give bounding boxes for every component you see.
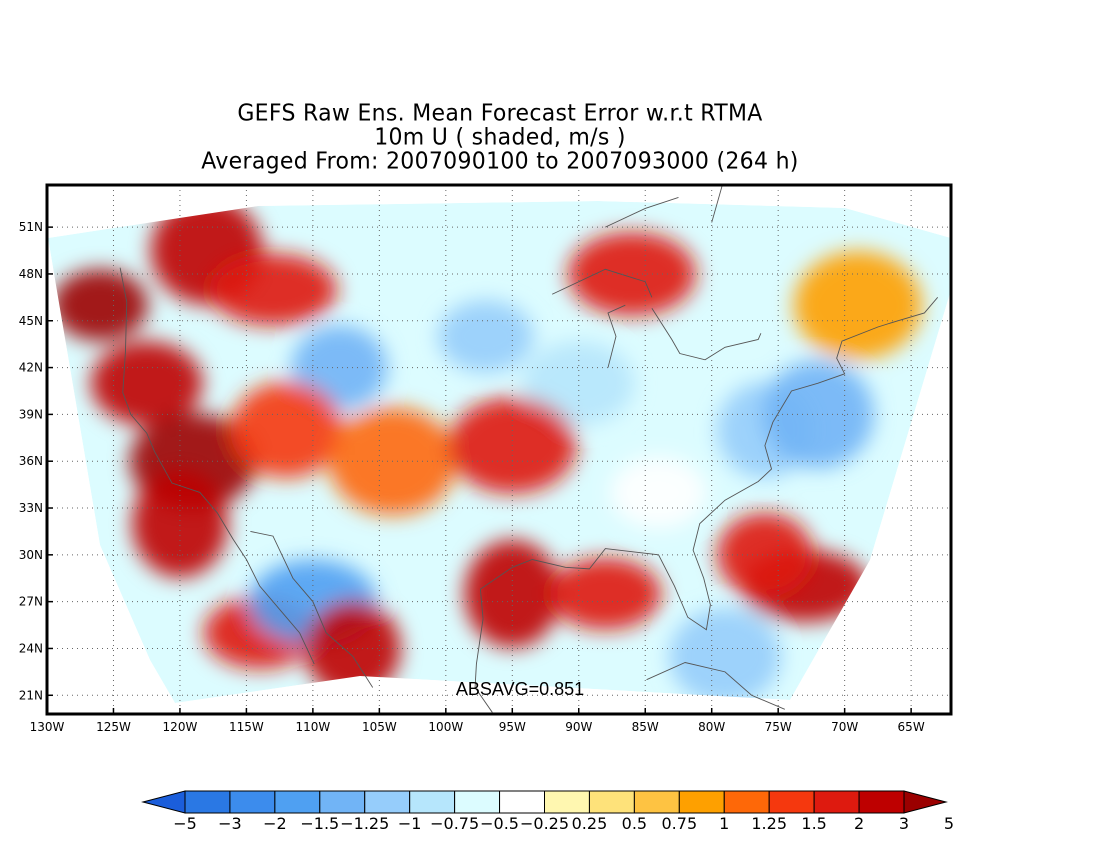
field-anomaly: [549, 557, 662, 630]
coastline: [479, 297, 939, 631]
field-anomaly: [209, 253, 337, 326]
absavg-label: ABSAVG=0.851: [456, 679, 584, 699]
field-anomaly: [230, 381, 343, 478]
field-anomaly: [90, 341, 203, 426]
colorbar-swatch: [184, 790, 231, 814]
title-line-2: 10m U ( shaded, m/s ): [374, 124, 626, 151]
lat-tick-label: 21N: [19, 688, 43, 702]
colorbar-swatch: [768, 790, 815, 814]
colorbar-label: −5: [173, 814, 197, 833]
lon-tick-label: 105W: [362, 720, 397, 734]
colorbar-label: 1: [719, 814, 729, 833]
lon-tick-label: 80W: [698, 720, 725, 734]
colorbar-label: −0.5: [480, 814, 519, 833]
lon-tick-label: 95W: [499, 720, 526, 734]
lon-tick-label: 85W: [632, 720, 659, 734]
latitude-labels: 51N 48N 45N 42N 39N 36N 33N 30N 27N 24N 21N: [19, 220, 53, 702]
colorbar-swatch: [409, 790, 456, 814]
colorbar-swatch: [678, 790, 725, 814]
field-anomaly: [669, 608, 781, 703]
colorbar-label: 3: [899, 814, 909, 833]
colorbar-label: −3: [218, 814, 242, 833]
longitude-labels: 130W 125W 120W 115W 110W 105W 100W 95W 90W 85W 80W…: [30, 708, 925, 734]
colorbar: −5 −3 −2 −1.5 −1.25 −1 −0.75 −0.5 −0.25 0.25 0.5 0.…: [141, 790, 954, 833]
field-anomaly: [522, 341, 635, 426]
colorbar-label: −1.5: [300, 814, 339, 833]
colorbar-label: 0.5: [622, 814, 647, 833]
lon-tick-label: 75W: [765, 720, 792, 734]
colorbar-label: 1.5: [801, 814, 826, 833]
field-anomaly: [716, 512, 813, 597]
shaded-error-field: [48, 201, 951, 703]
coastline: [119, 267, 315, 665]
map-frame: [45, 183, 953, 716]
lat-tick-label: 42N: [19, 361, 43, 375]
colorbar-swatch: [813, 790, 860, 814]
colorbar-label: 1.25: [751, 814, 787, 833]
colorbar-swatch: [319, 790, 366, 814]
lon-tick-label: 70W: [831, 720, 858, 734]
lat-tick-label: 30N: [19, 548, 43, 562]
coastline: [551, 268, 653, 298]
lat-tick-label: 24N: [19, 641, 43, 655]
coastline: [651, 308, 762, 361]
field-anomaly: [464, 539, 561, 648]
lon-tick-label: 100W: [428, 720, 463, 734]
lon-tick-label: 110W: [295, 720, 330, 734]
colorbar-label: 0.25: [572, 814, 608, 833]
colorbar-swatch: [544, 790, 590, 814]
colorbar-max-arrow: [903, 790, 948, 814]
coastline: [711, 185, 723, 223]
colorbar-label: −0.25: [520, 814, 569, 833]
field-anomaly: [567, 231, 696, 316]
colorbar-swatch: [454, 790, 501, 814]
colorbar-swatch: [499, 790, 545, 814]
lon-tick-label: 65W: [898, 720, 925, 734]
colorbar-label: −0.75: [430, 814, 479, 833]
lon-tick-label: 125W: [96, 720, 131, 734]
colorbar-swatch: [364, 790, 411, 814]
title-line-1: GEFS Raw Ens. Mean Forecast Error w.r.t …: [237, 100, 763, 127]
lat-tick-label: 33N: [19, 501, 43, 515]
lon-tick-label: 115W: [229, 720, 264, 734]
colorbar-swatch: [723, 790, 770, 814]
map-title: GEFS Raw Ens. Mean Forecast Error w.r.t …: [0, 100, 1000, 175]
colorbar-label: −1: [398, 814, 422, 833]
field-anomaly: [610, 456, 707, 529]
colorbar-swatch: [858, 790, 905, 814]
colorbar-swatch: [633, 790, 680, 814]
lat-tick-label: 27N: [19, 595, 43, 609]
colorbar-swatch: [588, 790, 635, 814]
lat-tick-label: 51N: [19, 220, 43, 234]
field-anomaly: [762, 360, 875, 469]
coastline: [607, 304, 626, 368]
field-anomaly: [52, 269, 149, 342]
colorbar-label: 5: [944, 814, 954, 833]
coastline: [605, 197, 679, 228]
colorbar-swatch: [229, 790, 276, 814]
colorbar-label: 0.75: [662, 814, 698, 833]
title-line-3: Averaged From: 2007090100 to 2007093000 …: [201, 148, 799, 175]
lon-tick-label: 90W: [565, 720, 592, 734]
lat-tick-label: 36N: [19, 454, 43, 468]
lon-tick-label: 120W: [163, 720, 198, 734]
lat-tick-label: 39N: [19, 407, 43, 421]
gridlines: [47, 185, 951, 714]
field-anomaly: [793, 251, 922, 360]
colorbar-label: −1.25: [340, 814, 389, 833]
map-area: [47, 185, 951, 714]
colorbar-label: 2: [854, 814, 864, 833]
colorbar-min-arrow: [141, 790, 186, 814]
lat-tick-label: 48N: [19, 267, 43, 281]
colorbar-swatch: [274, 790, 321, 814]
field-anomalies: [52, 201, 922, 703]
coastline: [474, 618, 493, 713]
field-anomaly: [291, 325, 388, 410]
colorbar-label: −2: [263, 814, 287, 833]
field-anomaly: [437, 300, 534, 373]
lon-tick-label: 130W: [30, 720, 65, 734]
coastline: [646, 662, 785, 710]
lat-tick-label: 45N: [19, 314, 43, 328]
